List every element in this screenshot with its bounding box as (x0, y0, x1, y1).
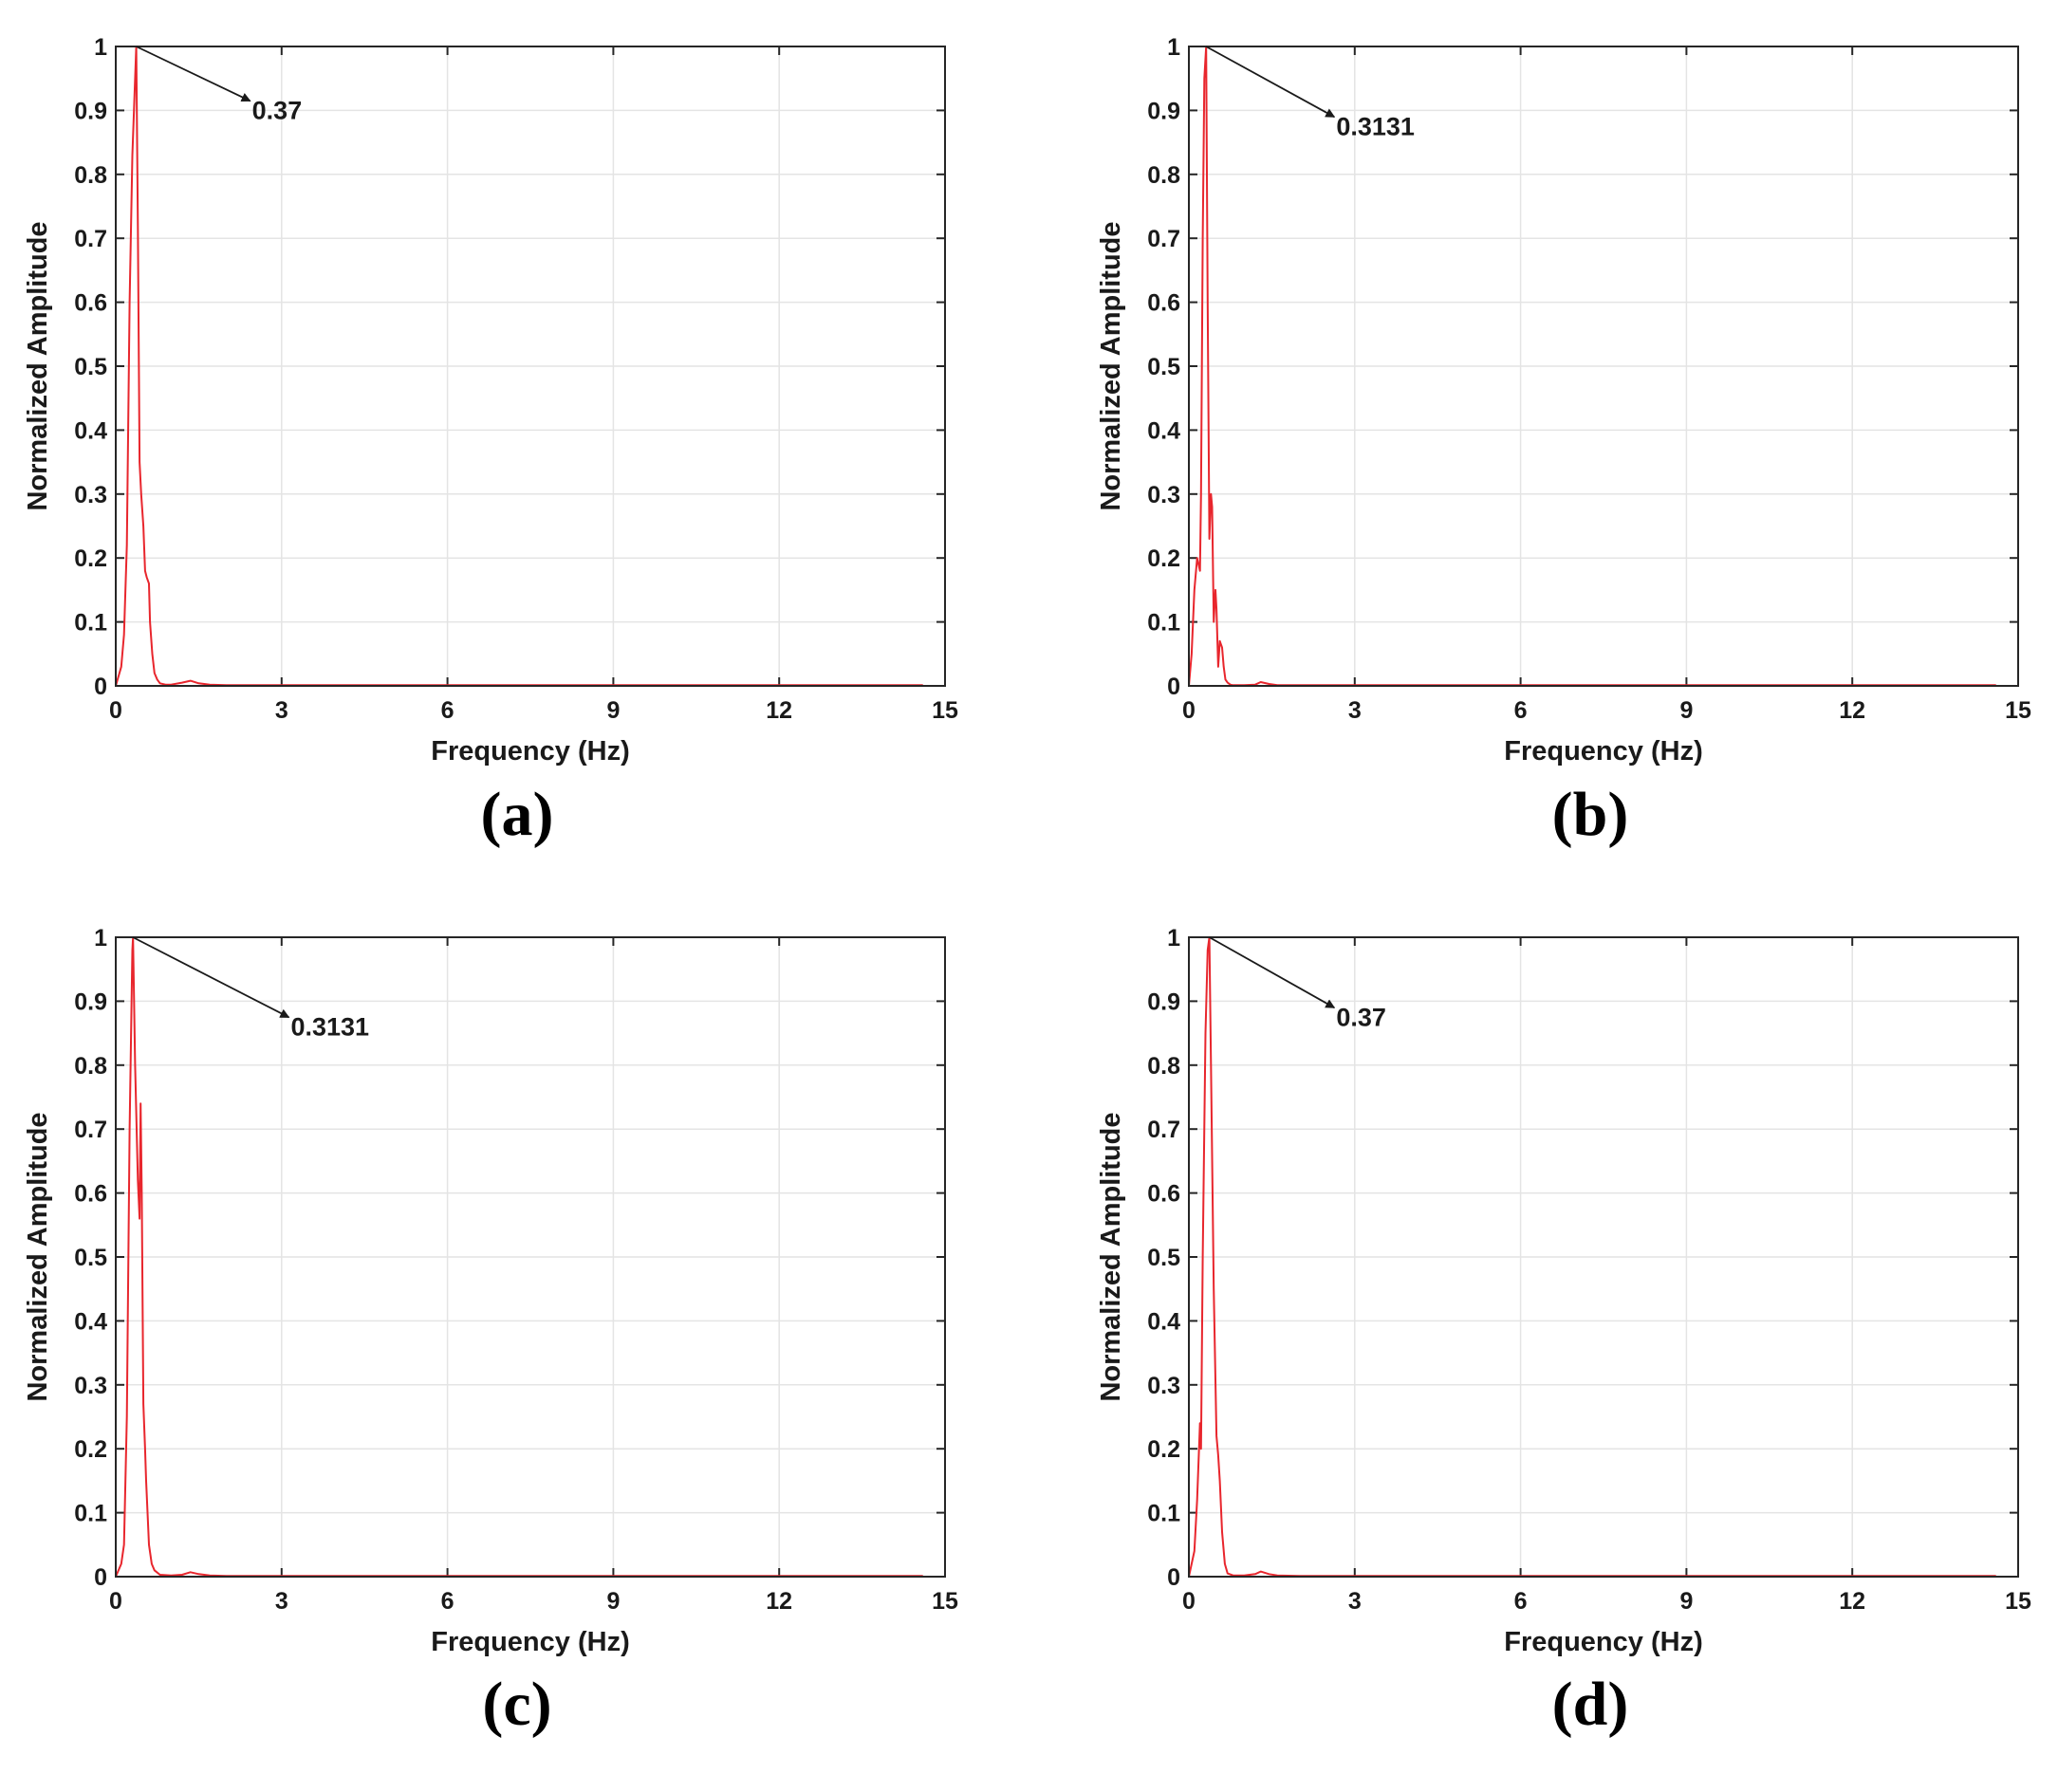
y-tick-label: 0.7 (1147, 1117, 1180, 1143)
y-tick-label: 0.1 (74, 610, 107, 637)
x-tick-label: 6 (441, 1588, 454, 1615)
x-tick-label: 9 (606, 1588, 620, 1615)
y-tick-label: 0 (94, 1564, 107, 1591)
x-tick-label: 0 (109, 697, 122, 724)
plot-frame (115, 46, 946, 687)
y-tick-label: 0.5 (74, 354, 107, 380)
x-tick-label: 15 (932, 697, 958, 724)
plot-frame (1188, 936, 2019, 1578)
y-tick-label: 0.4 (74, 1308, 107, 1335)
panel-caption: (b) (1552, 780, 1629, 849)
annotation-label: 0.37 (252, 96, 303, 124)
y-tick-label: 0.2 (1147, 1436, 1180, 1463)
x-tick-label: 3 (275, 1588, 288, 1615)
plot-frame (115, 936, 946, 1578)
y-tick-label: 1 (1167, 925, 1180, 951)
x-tick-label: 12 (1839, 1588, 1865, 1615)
y-tick-label: 0 (1167, 674, 1180, 700)
y-tick-label: 0.2 (1147, 545, 1180, 572)
y-tick-label: 0.7 (1147, 226, 1180, 252)
chart-panels: 0 3 6 9 12 15 0 0.1 0.2 0.3 0.4 0.5 0.6 0.7 0.8 0.9 1 Fre… (23, 34, 2031, 1739)
y-tick-label: 0.8 (74, 1053, 107, 1080)
x-tick-label: 12 (1839, 697, 1865, 724)
y-tick-label: 0.9 (1147, 98, 1180, 124)
y-tick-label: 0.8 (1147, 162, 1180, 189)
y-tick-label: 0.3 (1147, 482, 1180, 508)
annotation-arrow (136, 46, 251, 102)
plot-frame (1188, 46, 2019, 687)
annotation-arrow (1209, 936, 1336, 1009)
y-tick-label: 0.8 (74, 162, 107, 189)
y-tick-label: 0 (94, 674, 107, 700)
x-axis-title: Frequency (Hz) (1504, 1627, 1702, 1657)
y-tick-label: 0.4 (74, 417, 107, 444)
y-tick-label: 0.7 (74, 1117, 107, 1143)
y-tick-label: 0.5 (1147, 354, 1180, 380)
y-axis-title: Normalized Amplitude (23, 221, 53, 510)
y-tick-label: 0.8 (1147, 1053, 1180, 1080)
chart-panel-4: 0 3 6 9 12 15 0 0.1 0.2 0.3 0.4 0.5 0.6 0.7 0.8 0.9 1 Fre… (1096, 925, 2031, 1739)
x-tick-label: 12 (766, 1588, 792, 1615)
y-tick-label: 1 (1167, 34, 1180, 61)
y-tick-label: 0.9 (1147, 988, 1180, 1015)
y-tick-label: 0.9 (74, 988, 107, 1015)
annotation-arrow (132, 936, 290, 1019)
x-tick-label: 15 (2005, 1588, 2031, 1615)
y-tick-label: 0.6 (74, 1181, 107, 1208)
y-axis-title: Normalized Amplitude (23, 1112, 53, 1401)
x-tick-label: 3 (1348, 1588, 1362, 1615)
x-tick-label: 9 (1679, 1588, 1693, 1615)
y-axis-title: Normalized Amplitude (1096, 221, 1126, 510)
y-tick-label: 1 (94, 34, 107, 61)
x-axis-title: Frequency (Hz) (1504, 736, 1702, 767)
annotation-arrow (1205, 46, 1336, 119)
chart-panel-1: 0 3 6 9 12 15 0 0.1 0.2 0.3 0.4 0.5 0.6 0.7 0.8 0.9 1 Fre… (23, 34, 958, 849)
x-tick-label: 6 (1514, 697, 1528, 724)
x-axis-title: Frequency (Hz) (431, 736, 629, 767)
y-tick-label: 0.5 (74, 1245, 107, 1271)
y-tick-label: 0.4 (1147, 417, 1180, 444)
y-tick-label: 0.1 (74, 1501, 107, 1527)
x-tick-label: 6 (1514, 1588, 1528, 1615)
y-tick-label: 0.9 (74, 98, 107, 124)
x-tick-label: 9 (606, 697, 620, 724)
y-tick-label: 0.3 (1147, 1373, 1180, 1399)
panel-caption: (d) (1552, 1670, 1629, 1739)
x-tick-label: 12 (766, 697, 792, 724)
y-tick-label: 1 (94, 925, 107, 951)
annotation-label: 0.37 (1336, 1003, 1386, 1031)
y-tick-label: 0.1 (1147, 1501, 1180, 1527)
panel-caption: (c) (482, 1670, 551, 1739)
y-tick-label: 0.6 (1147, 290, 1180, 317)
x-tick-label: 9 (1679, 697, 1693, 724)
chart-panel-3: 0 3 6 9 12 15 0 0.1 0.2 0.3 0.4 0.5 0.6 0.7 0.8 0.9 1 Fre… (23, 925, 958, 1739)
y-tick-label: 0.5 (1147, 1245, 1180, 1271)
annotation-label: 0.3131 (290, 1012, 369, 1041)
y-tick-label: 0.1 (1147, 610, 1180, 637)
x-tick-label: 0 (1182, 697, 1196, 724)
x-tick-label: 3 (1348, 697, 1362, 724)
x-tick-label: 3 (275, 697, 288, 724)
x-tick-label: 6 (441, 697, 454, 724)
y-tick-label: 0.3 (74, 482, 107, 508)
chart-panel-2: 0 3 6 9 12 15 0 0.1 0.2 0.3 0.4 0.5 0.6 0.7 0.8 0.9 1 Fre… (1096, 34, 2031, 849)
x-tick-label: 15 (2005, 697, 2031, 724)
x-tick-label: 15 (932, 1588, 958, 1615)
y-axis-title: Normalized Amplitude (1096, 1112, 1126, 1401)
y-tick-label: 0 (1167, 1564, 1180, 1591)
y-tick-label: 0.3 (74, 1373, 107, 1399)
y-tick-label: 0.6 (74, 290, 107, 317)
annotation-label: 0.3131 (1336, 112, 1415, 140)
y-tick-label: 0.6 (1147, 1181, 1180, 1208)
x-tick-label: 0 (109, 1588, 122, 1615)
x-tick-label: 0 (1182, 1588, 1196, 1615)
y-tick-label: 0.4 (1147, 1308, 1180, 1335)
y-tick-label: 0.2 (74, 545, 107, 572)
panel-caption: (a) (481, 780, 554, 849)
y-tick-label: 0.2 (74, 1436, 107, 1463)
x-axis-title: Frequency (Hz) (431, 1627, 629, 1657)
y-tick-label: 0.7 (74, 226, 107, 252)
